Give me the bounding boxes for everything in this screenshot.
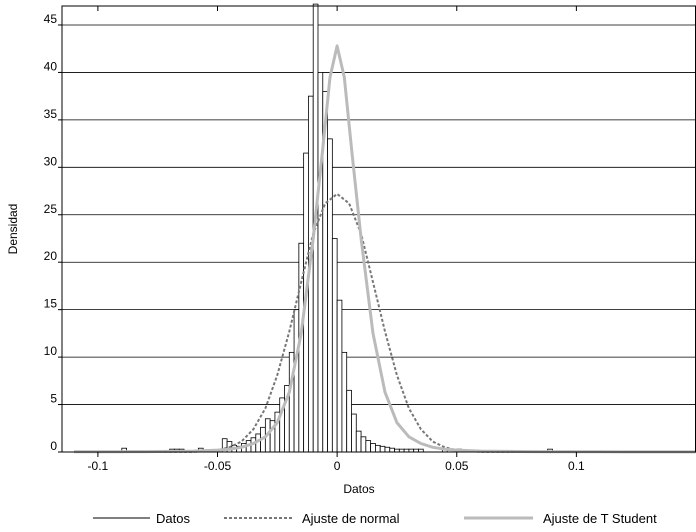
- legend-label-normal: Ajuste de normal: [302, 511, 400, 526]
- series-line-1: [74, 44, 696, 454]
- histogram-bar: [317, 72, 324, 453]
- y-tick-label: 30: [44, 154, 58, 168]
- y-tick-label: 25: [44, 202, 58, 216]
- y-tick-label: 15: [44, 297, 58, 311]
- histogram-bar: [293, 309, 300, 453]
- histogram-bar: [360, 436, 367, 453]
- histogram-bar: [327, 138, 333, 453]
- y-tick-label: 0: [50, 439, 57, 453]
- histogram-bar: [379, 445, 386, 453]
- legend: Datos Ajuste de normal Ajuste de T Stude…: [93, 511, 657, 526]
- legend-label-tstudent: Ajuste de T Student: [543, 511, 657, 526]
- histogram-bar: [384, 446, 391, 453]
- y-axis-label: Densidad: [6, 204, 20, 255]
- plot-frame: [61, 5, 696, 453]
- histogram-bar: [370, 443, 376, 453]
- x-tick-label: -0.05: [204, 459, 232, 473]
- y-tick-label: 40: [44, 59, 58, 73]
- y-tick-label: 5: [50, 392, 57, 406]
- histogram-bar: [351, 413, 357, 453]
- histogram-bar: [336, 299, 343, 453]
- series-line-0: [74, 192, 696, 453]
- y-tick-label: 10: [44, 344, 58, 358]
- axis-ticks: 0 5 10 15 20 25 30 35 40 45 -0.1 -0.05 0 0.05 0.1: [44, 6, 585, 473]
- x-tick-label: 0: [334, 459, 341, 473]
- histogram-bar: [375, 444, 381, 453]
- x-tick-label: -0.1: [88, 459, 109, 473]
- x-tick-label: 0.05: [445, 459, 469, 473]
- histogram-bar: [389, 447, 395, 453]
- fit-curves: [74, 44, 696, 454]
- histogram-bar: [355, 430, 362, 453]
- histogram-bar: [341, 351, 348, 453]
- legend-label-datos: Datos: [156, 511, 190, 526]
- y-tick-label: 20: [44, 249, 58, 263]
- histogram-bar: [331, 238, 338, 453]
- gridlines: [62, 24, 696, 405]
- x-tick-label: 0.1: [568, 459, 585, 473]
- y-tick-label: 45: [44, 12, 58, 26]
- x-axis-label: Datos: [343, 482, 374, 496]
- histogram-bars: [121, 3, 553, 453]
- y-tick-label: 35: [44, 107, 58, 121]
- histogram-bar: [365, 440, 372, 453]
- histogram-bar: [346, 389, 352, 453]
